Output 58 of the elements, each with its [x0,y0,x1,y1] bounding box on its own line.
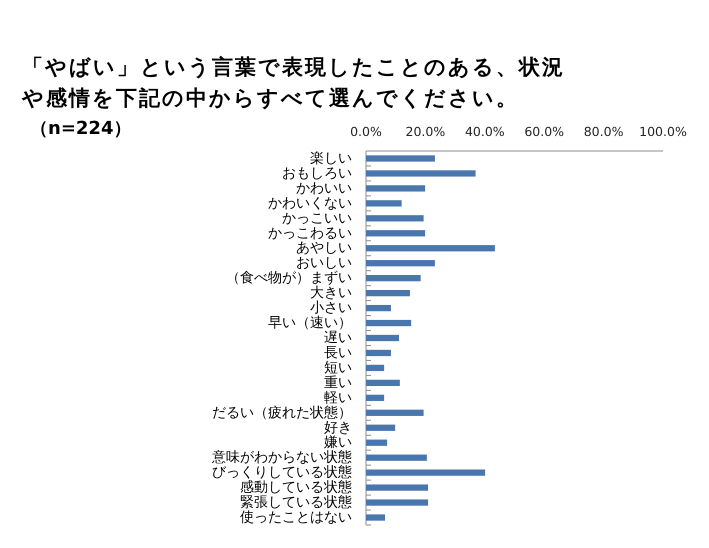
bar [366,394,384,401]
bar [366,215,424,222]
bar [366,275,421,282]
y-tick-label: 好き [324,420,352,436]
bar [366,380,400,386]
bar [366,260,435,266]
y-tick-label: 早い（速い） [268,315,352,332]
bar [366,230,426,236]
bar [366,499,428,506]
y-tick-label: 嫌い [324,434,352,451]
bar [366,170,476,177]
y-tick-label: 遅い [324,330,352,346]
bar [366,484,428,491]
y-tick-label: 重い [324,374,352,391]
y-tick-label: （食べ物が）まずい [226,270,352,286]
bar [366,304,391,312]
bar [366,320,412,326]
x-tick-label: 0.0% [350,124,382,139]
bar [366,155,435,162]
y-tick-label: かわいい [296,180,352,196]
x-tick-label: 80.0% [584,124,624,139]
y-tick-label: 大きい [310,285,352,302]
bar [366,290,410,296]
bar [366,200,402,206]
y-tick-label: かわいくない [268,195,352,212]
bar [366,440,388,446]
bar [366,514,386,521]
text: （n=224） [30,117,132,141]
y-tick-label: 使ったことはない [240,510,352,526]
y-tick-label: 緊張している状態 [240,494,352,511]
y-tick-label: かっこいい [282,210,352,226]
y-tick-label: だるい（疲れた状態） [212,404,352,421]
bar [366,350,391,356]
y-tick-label: 短い [324,360,352,376]
y-tick-label: 楽しい [310,150,352,166]
bar [366,185,426,192]
y-tick-label: 長い [324,344,352,361]
bar [366,410,424,416]
bar [366,364,384,372]
y-tick-label: 小さい [310,300,352,316]
chart-title: 「やばい」という言葉で表現したことのある、状況や感情を下記の中からすべて選んでください。 [22,54,566,112]
y-tick-label: 軽い [324,390,352,406]
x-tick-label: 40.0% [464,124,505,139]
x-tick-label: 60.0% [524,124,564,139]
y-tick-label: かっこわるい [268,225,352,242]
x-tick-label: 100.0% [639,124,687,139]
y-tick-label: おいしい [296,255,352,272]
bar [366,245,495,252]
y-tick-label: 意味がわからない状態 [211,450,352,466]
bar [366,334,399,342]
bar [366,424,396,431]
bar [366,454,427,461]
bar [366,470,486,476]
y-tick-label: びっくりしている状態 [212,464,352,481]
x-tick-label: 20.0% [406,124,446,139]
y-tick-label: 感動している状態 [240,480,352,496]
y-tick-label: おもしろい [282,165,352,182]
y-tick-label: あやしい [296,240,352,256]
